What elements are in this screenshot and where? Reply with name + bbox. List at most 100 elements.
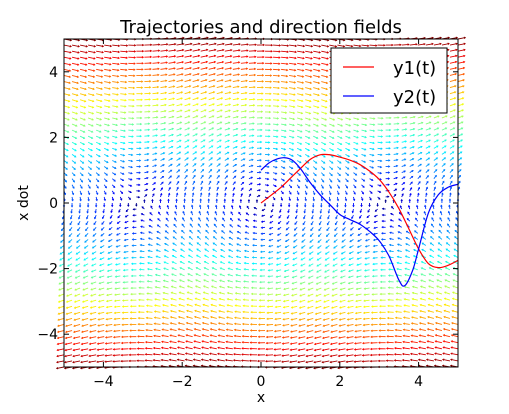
field-arrow-12-15 xyxy=(156,274,161,276)
field-arrow-27-21 xyxy=(277,239,281,241)
field-arrow-15-35 xyxy=(185,152,189,154)
field-arrow-33-23 xyxy=(327,227,329,230)
field-arrow-33-30 xyxy=(329,185,331,188)
field-arrow-23-15 xyxy=(244,275,249,277)
field-arrow-40-5 xyxy=(379,336,386,338)
field-arrow-7-38 xyxy=(120,136,125,138)
field-arrow-10-34 xyxy=(144,159,148,161)
field-arrow-15-5 xyxy=(178,335,185,337)
field-arrow-14-37 xyxy=(177,140,181,142)
field-arrow-6-9 xyxy=(106,312,112,314)
field-arrow-19-31 xyxy=(217,176,220,179)
field-arrow-22-15 xyxy=(236,274,241,276)
field-arrow-44-11 xyxy=(412,298,418,300)
field-arrow-39-33 xyxy=(378,166,382,168)
field-arrow-43-25 xyxy=(408,212,410,215)
field-arrow-12-44 xyxy=(160,98,166,100)
field-arrow-48-29 xyxy=(450,187,452,191)
field-arrow-17-50 xyxy=(201,61,208,63)
field-arrow-16-28 xyxy=(192,193,194,197)
field-arrow-21-41 xyxy=(233,116,238,118)
field-arrow-8-1 xyxy=(121,360,128,362)
field-arrow-10-13 xyxy=(139,287,144,289)
field-arrow-5-34 xyxy=(104,160,108,162)
field-arrow-0-9 xyxy=(58,312,64,314)
field-arrow-32-1 xyxy=(314,361,321,363)
field-arrow-24-40 xyxy=(257,123,262,125)
field-arrow-44-13 xyxy=(413,286,418,288)
field-arrow-21-51 xyxy=(233,56,240,58)
field-arrow-30-17 xyxy=(301,264,305,266)
field-arrow-13-24 xyxy=(166,218,168,221)
field-arrow-39-41 xyxy=(378,117,383,119)
field-arrow-44-35 xyxy=(418,152,422,154)
field-arrow-28-24 xyxy=(287,221,289,224)
field-arrow-23-32 xyxy=(249,171,253,173)
field-arrow-20-18 xyxy=(221,255,225,257)
field-arrow-24-8 xyxy=(251,317,257,319)
field-arrow-29-43 xyxy=(297,106,303,108)
field-arrow-39-14 xyxy=(372,281,377,283)
field-arrow-37-10 xyxy=(356,306,362,308)
field-arrow-30-37 xyxy=(305,142,309,144)
field-arrow-48-10 xyxy=(444,304,450,306)
field-arrow-3-17 xyxy=(84,264,88,266)
field-arrow-12-31 xyxy=(160,176,163,178)
field-arrow-7-20 xyxy=(116,246,120,248)
field-arrow-0-20 xyxy=(60,246,64,249)
field-arrow-13-16 xyxy=(164,268,169,270)
field-arrow-47-27 xyxy=(441,199,443,203)
field-arrow-1-13 xyxy=(67,288,72,290)
field-arrow-39-4 xyxy=(371,342,378,344)
field-arrow-38-37 xyxy=(370,142,375,144)
field-arrow-16-20 xyxy=(189,243,193,246)
field-arrow-49-18 xyxy=(454,255,458,257)
field-arrow-36-2 xyxy=(346,355,353,357)
field-arrow-38-12 xyxy=(364,294,369,296)
field-arrow-11-10 xyxy=(147,305,153,307)
field-arrow-10-25 xyxy=(141,213,144,215)
field-arrow-47-8 xyxy=(436,316,442,318)
field-arrow-19-1 xyxy=(210,359,217,361)
field-arrow-30-29 xyxy=(305,191,307,195)
field-arrow-48-2 xyxy=(443,353,450,355)
field-arrow-2-2 xyxy=(73,355,80,357)
field-arrow-8-39 xyxy=(128,130,133,132)
field-arrow-2-43 xyxy=(80,106,85,108)
field-arrow-31-34 xyxy=(313,160,317,163)
field-arrow-13-33 xyxy=(169,164,173,166)
field-arrow-39-26 xyxy=(375,209,377,211)
field-arrow-28-49 xyxy=(289,69,296,71)
field-arrow-18-47 xyxy=(209,79,215,81)
field-arrow-8-22 xyxy=(125,233,129,235)
field-arrow-46-35 xyxy=(434,152,438,154)
field-arrow-38-8 xyxy=(363,318,369,320)
field-arrow-2-22 xyxy=(77,233,80,236)
field-arrow-36-11 xyxy=(348,300,354,302)
field-arrow-30-48 xyxy=(305,75,311,77)
field-arrow-28-28 xyxy=(289,197,291,200)
field-arrow-42-8 xyxy=(396,317,402,319)
field-arrow-36-29 xyxy=(353,191,355,194)
field-arrow-10-36 xyxy=(144,147,148,149)
field-arrow-13-15 xyxy=(164,274,169,276)
field-arrow-28-27 xyxy=(288,203,290,207)
field-arrow-8-23 xyxy=(125,227,129,229)
field-arrow-33-14 xyxy=(324,282,329,284)
field-arrow-29-2 xyxy=(290,355,297,357)
field-arrow-14-25 xyxy=(175,212,177,215)
field-arrow-37-39 xyxy=(362,130,367,132)
field-arrow-6-13 xyxy=(107,288,112,290)
field-arrow-35-8 xyxy=(339,318,345,320)
field-arrow-10-23 xyxy=(141,226,145,228)
field-arrow-48-7 xyxy=(444,322,450,324)
field-arrow-12-52 xyxy=(160,50,167,52)
field-arrow-28-41 xyxy=(289,118,294,120)
field-arrow-38-1 xyxy=(362,361,369,363)
field-arrow-21-10 xyxy=(227,305,233,307)
field-arrow-1-9 xyxy=(66,312,72,314)
field-arrow-21-19 xyxy=(229,250,233,252)
field-arrow-1-35 xyxy=(72,154,76,157)
field-arrow-20-16 xyxy=(220,268,225,270)
field-arrow-14-18 xyxy=(172,255,176,257)
